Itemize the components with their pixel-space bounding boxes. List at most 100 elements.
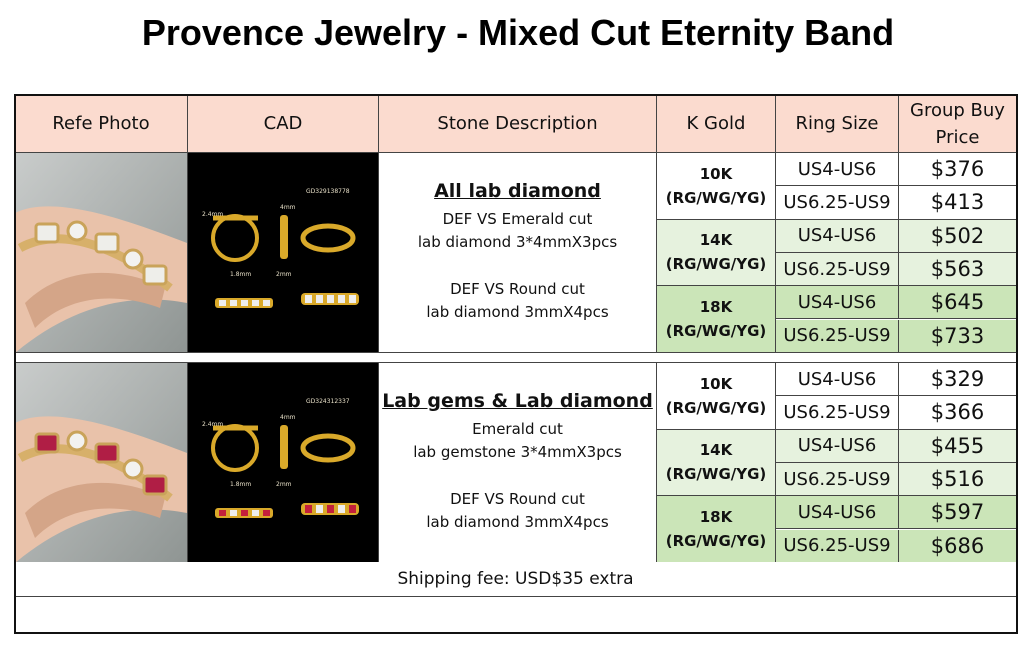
- karat: 18K: [699, 297, 733, 316]
- cad-label: GD324312337: [306, 398, 350, 405]
- ring-size-cell: US4-US6: [776, 363, 899, 397]
- cad-label: 1.8mm: [230, 271, 251, 278]
- cad-label: 2mm: [276, 481, 292, 488]
- price-cell: $376: [899, 153, 1017, 187]
- spacer-row: [15, 353, 1017, 363]
- ring-size-cell: US6.25-US9: [776, 396, 899, 430]
- ring-size: US6.25-US9: [783, 468, 891, 490]
- header-cell: Ring Size: [776, 95, 899, 153]
- ring-size-cell: US4-US6: [776, 496, 899, 530]
- description-line: lab gemstone 3*4mmX3pcs: [413, 443, 622, 462]
- karat: 14K: [699, 231, 733, 250]
- ring-size: US6.25-US9: [783, 325, 891, 347]
- ring-size-cell: US6.25-US9: [776, 252, 899, 287]
- price: $597: [930, 500, 985, 525]
- shipping-note: Shipping fee: USD$35 extra: [397, 569, 634, 589]
- empty-row: [15, 597, 1017, 634]
- price-cell: $455: [899, 429, 1017, 463]
- ring-size-cell: US4-US6: [776, 286, 899, 320]
- price: $733: [930, 323, 985, 348]
- ring-size: US4-US6: [797, 501, 877, 523]
- price: $645: [930, 290, 985, 315]
- header-text: Ring Size: [795, 113, 879, 134]
- ring-size-cell: US6.25-US9: [776, 319, 899, 353]
- price: $502: [930, 223, 985, 248]
- header-text: Refe Photo: [52, 113, 150, 134]
- reference-photo: [15, 153, 188, 353]
- description-line: lab diamond 3*4mmX3pcs: [417, 233, 618, 252]
- price-cell: $516: [899, 462, 1017, 497]
- price-cell: $366: [899, 396, 1017, 430]
- price-cell: $733: [899, 319, 1017, 353]
- header-text: Group Buy Price: [910, 99, 1005, 148]
- cad-label: 1.8mm: [230, 481, 251, 488]
- price: $686: [930, 533, 985, 558]
- metal-colors: (RG/WG/YG): [665, 398, 767, 417]
- price-cell: $597: [899, 496, 1017, 530]
- price-cell: $329: [899, 363, 1017, 397]
- ring-size: US6.25-US9: [783, 191, 891, 213]
- cad-label: 4mm: [280, 204, 296, 211]
- karat: 14K: [699, 441, 733, 460]
- cad-label: 4mm: [280, 414, 296, 421]
- header-cell: CAD: [188, 95, 379, 153]
- price: $329: [930, 367, 985, 392]
- ring-size: US6.25-US9: [783, 401, 891, 423]
- metal-colors: (RG/WG/YG): [665, 255, 767, 274]
- price-cell: $686: [899, 529, 1017, 563]
- price: $413: [930, 190, 985, 215]
- cad-label: 2.4mm: [202, 211, 223, 218]
- price-cell: $502: [899, 219, 1017, 253]
- description-line: Emerald cut: [472, 420, 563, 439]
- price-cell: $563: [899, 252, 1017, 287]
- cad-illustration: GD324312337 2.4mm 4mm 1.8mm 2mm: [188, 363, 378, 562]
- karat-cell: 14K (RG/WG/YG): [657, 429, 776, 497]
- cad-label: GD329138778: [306, 188, 350, 195]
- karat-cell: 10K (RG/WG/YG): [657, 153, 776, 220]
- header-text: Stone Description: [437, 113, 598, 134]
- cad-illustration: GD329138778 2.4mm 4mm 1.8mm 2mm: [188, 153, 378, 352]
- description-line: lab diamond 3mmX4pcs: [426, 303, 609, 322]
- description-line: DEF VS Emerald cut: [442, 210, 593, 229]
- ring-size: US6.25-US9: [783, 535, 891, 557]
- cad-image: GD324312337 2.4mm 4mm 1.8mm 2mm: [188, 363, 379, 563]
- karat: 18K: [699, 507, 733, 526]
- header-text: K Gold: [686, 113, 746, 134]
- description-line: DEF VS Round cut: [450, 280, 585, 299]
- ring-size: US4-US6: [797, 368, 877, 390]
- ring-size-cell: US4-US6: [776, 429, 899, 463]
- ring-size: US4-US6: [797, 158, 877, 180]
- stone-description: Lab gems & Lab diamond Emerald cut lab gem…: [379, 363, 657, 563]
- price: $455: [930, 433, 985, 458]
- metal-colors: (RG/WG/YG): [665, 465, 767, 484]
- photo-illustration: [15, 363, 187, 562]
- karat-cell: 18K (RG/WG/YG): [657, 496, 776, 563]
- metal-colors: (RG/WG/YG): [665, 531, 767, 550]
- description-line: DEF VS Round cut: [450, 490, 585, 509]
- footer-cell: Shipping fee: USD$35 extra: [15, 562, 1017, 597]
- cad-label: 2.4mm: [202, 421, 223, 428]
- ring-size: US4-US6: [797, 225, 877, 247]
- ring-size-cell: US6.25-US9: [776, 529, 899, 563]
- header-text: CAD: [263, 113, 303, 134]
- title: Provence Jewelry - Mixed Cut Eternity Ba…: [141, 12, 895, 53]
- price: $563: [930, 257, 985, 282]
- stone-description: All lab diamond DEF VS Emerald cut lab dia…: [379, 153, 657, 353]
- karat-cell: 18K (RG/WG/YG): [657, 286, 776, 353]
- header-cell: K Gold: [657, 95, 776, 153]
- cad-label: 2mm: [276, 271, 292, 278]
- price: $376: [930, 157, 985, 182]
- karat: 10K: [699, 164, 733, 183]
- header-cell: Refe Photo: [15, 95, 188, 153]
- header-cell: Group Buy Price: [899, 95, 1017, 153]
- price-cell: $645: [899, 286, 1017, 320]
- metal-colors: (RG/WG/YG): [665, 321, 767, 340]
- price-cell: $413: [899, 186, 1017, 220]
- ring-size-cell: US4-US6: [776, 219, 899, 253]
- cad-image: GD329138778 2.4mm 4mm 1.8mm 2mm: [188, 153, 379, 353]
- ring-size: US4-US6: [797, 291, 877, 313]
- ring-size-cell: US4-US6: [776, 153, 899, 187]
- ring-size: US4-US6: [797, 435, 877, 457]
- karat-cell: 14K (RG/WG/YG): [657, 219, 776, 287]
